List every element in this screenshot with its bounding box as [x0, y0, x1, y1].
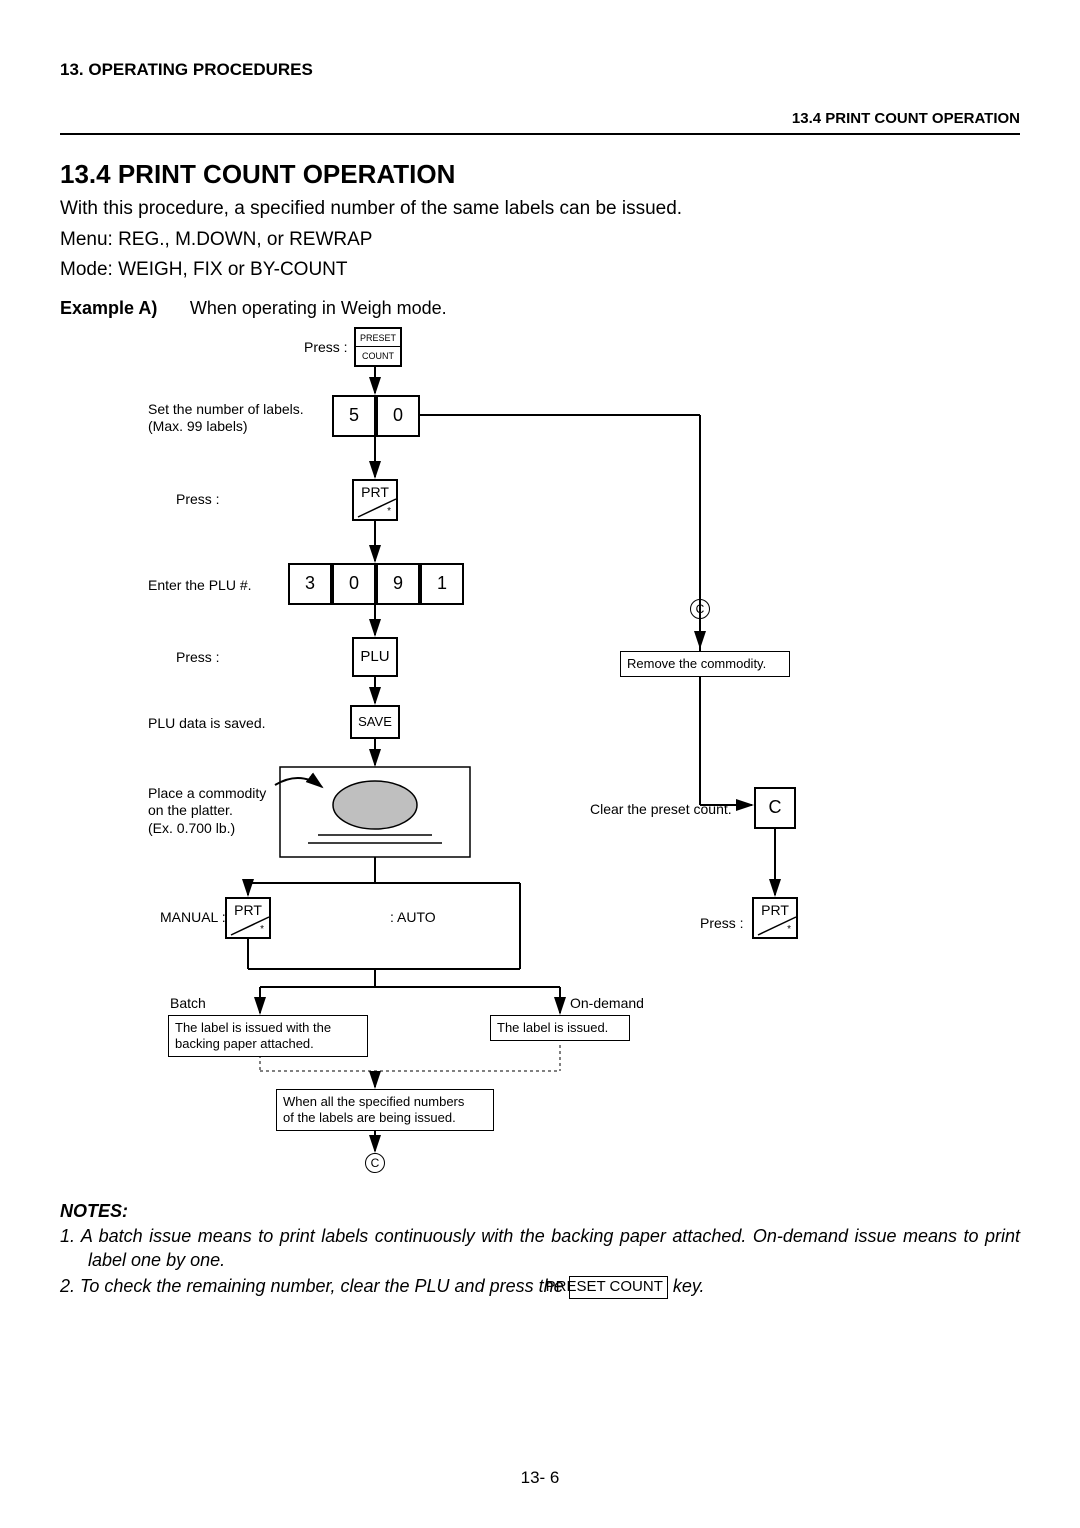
page-header-left: 13. OPERATING PROCEDURES	[60, 60, 1020, 80]
preset-count-inline-key: PRESET COUNT	[569, 1276, 668, 1298]
page-header-right: 13.4 PRINT COUNT OPERATION	[60, 110, 1020, 127]
remove-box: Remove the commodity.	[620, 651, 790, 677]
digit-0b-key: 0	[332, 563, 376, 605]
preset-count-key: PRESET COUNT	[354, 327, 402, 367]
step5-label: Press :	[176, 649, 220, 667]
section-title: 13.4 PRINT COUNT OPERATION	[60, 159, 1020, 190]
notes-header: NOTES:	[60, 1201, 1020, 1222]
ondemand-label: On-demand	[570, 995, 644, 1013]
c-mark-top-right: C	[690, 599, 710, 619]
ondemand-box: The label is issued.	[490, 1015, 630, 1041]
platter-label: Place a commodity on the platter. (Ex. 0…	[148, 785, 266, 838]
save-key: SAVE	[350, 705, 400, 739]
digit-3-key: 3	[288, 563, 332, 605]
preset-key-bot: COUNT	[356, 347, 400, 365]
header-rule	[60, 133, 1020, 135]
step6-label: PLU data is saved.	[148, 715, 266, 733]
batch-label: Batch	[170, 995, 206, 1013]
c-mark-bottom: C	[365, 1153, 385, 1173]
flow-connectors	[60, 325, 1020, 1195]
batch-box: The label is issued with the backing pap…	[168, 1015, 368, 1058]
step4-label: Enter the PLU #.	[148, 577, 252, 595]
plu-key: PLU	[352, 637, 398, 677]
digit-5-key: 5	[332, 395, 376, 437]
intro-line-1: With this procedure, a specified number …	[60, 196, 1020, 223]
auto-label: : AUTO	[390, 909, 436, 927]
manual-label: MANUAL :	[160, 909, 226, 927]
intro-line-3: Mode: WEIGH, FIX or BY-COUNT	[60, 257, 1020, 284]
digit-9-key: 9	[376, 563, 420, 605]
digit-1-key: 1	[420, 563, 464, 605]
flowchart: Press : PRESET COUNT Set the number of l…	[60, 325, 1020, 1195]
prt-key-manual: PRT *	[225, 897, 271, 939]
press-right-label: Press :	[700, 915, 744, 933]
step2-label: Set the number of labels. (Max. 99 label…	[148, 401, 304, 436]
note-1: 1. A batch issue means to print labels c…	[60, 1224, 1020, 1273]
digit-0-key: 0	[376, 395, 420, 437]
preset-key-top: PRESET	[356, 329, 400, 348]
page-footer: 13- 6	[0, 1468, 1080, 1488]
prt-key-1: PRT *	[352, 479, 398, 521]
step3-label: Press :	[176, 491, 220, 509]
intro-line-2: Menu: REG., M.DOWN, or REWRAP	[60, 227, 1020, 254]
example-label: Example A)	[60, 298, 157, 318]
example-text: When operating in Weigh mode.	[190, 298, 447, 318]
clear-preset-label: Clear the preset count.	[590, 801, 732, 819]
prt-key-right: PRT *	[752, 897, 798, 939]
c-key: C	[754, 787, 796, 829]
final-box: When all the specified numbers of the la…	[276, 1089, 494, 1132]
step1-label: Press :	[304, 339, 348, 357]
note-2: 2. To check the remaining number, clear …	[60, 1274, 1020, 1298]
